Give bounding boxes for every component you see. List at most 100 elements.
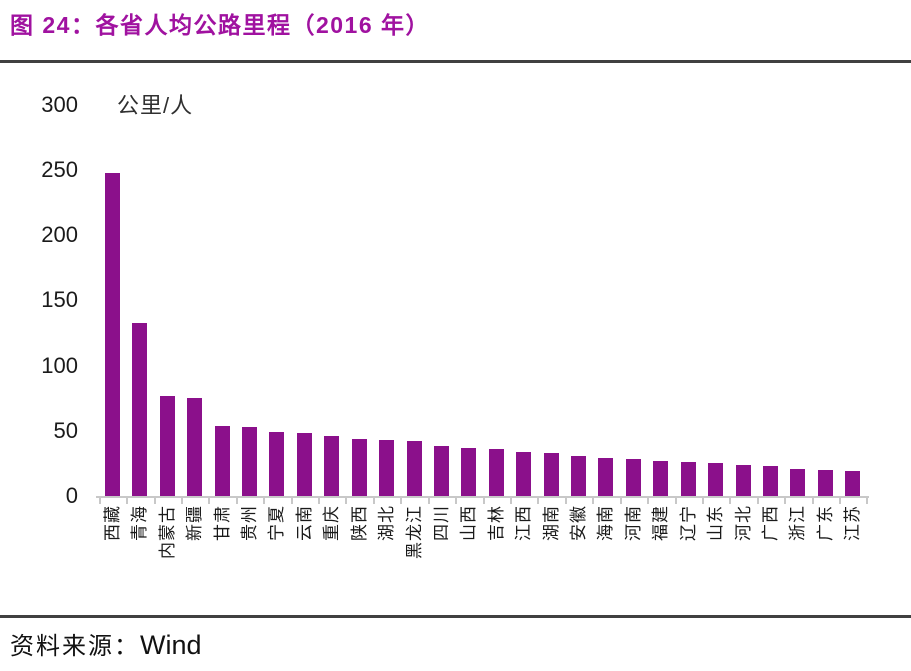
x-label-河南: 河南: [623, 505, 643, 541]
x-tick-mark: [126, 496, 129, 504]
x-tick-mark: [180, 496, 183, 504]
x-label-吉林: 吉林: [486, 505, 506, 541]
x-tick-mark: [208, 496, 211, 504]
y-tick-label: 50: [53, 417, 78, 443]
x-tick-mark: [564, 496, 567, 504]
x-label-黑龙江: 黑龙江: [404, 505, 424, 559]
y-tick-label: 150: [41, 287, 78, 313]
x-tick-mark: [345, 496, 348, 504]
x-tick-mark: [701, 496, 704, 504]
x-label-重庆: 重庆: [322, 505, 342, 541]
x-label-山西: 山西: [459, 505, 479, 541]
x-label-广东: 广东: [815, 505, 835, 541]
x-label-湖北: 湖北: [377, 505, 397, 541]
bar-辽宁: [680, 462, 696, 496]
bar-吉林: [488, 449, 504, 496]
x-tick-mark: [235, 496, 238, 504]
bar-河北: [735, 464, 751, 496]
x-label-江苏: 江苏: [843, 505, 863, 541]
bar-山西: [461, 447, 477, 496]
x-label-河北: 河北: [733, 505, 753, 541]
x-tick-mark: [619, 496, 622, 504]
bar-青海: [132, 322, 148, 496]
x-label-西藏: 西藏: [102, 505, 122, 541]
x-tick-mark: [482, 496, 485, 504]
x-tick-mark: [455, 496, 458, 504]
x-label-贵州: 贵州: [240, 505, 259, 541]
x-tick-mark: [839, 496, 842, 504]
bar-山东: [708, 463, 724, 496]
x-label-新疆: 新疆: [185, 505, 205, 541]
x-tick-mark: [263, 496, 266, 504]
bar-西藏: [104, 172, 120, 496]
bar-江西: [516, 451, 532, 496]
x-label-宁夏: 宁夏: [267, 505, 287, 541]
x-label-山东: 山东: [706, 505, 726, 541]
bar-新疆: [187, 398, 203, 496]
y-tick-label: 0: [65, 483, 78, 508]
x-label-陕西: 陕西: [349, 505, 369, 541]
bar-广西: [762, 466, 778, 496]
bar-湖北: [379, 439, 395, 496]
bar-浙江: [790, 468, 806, 496]
x-label-广西: 广西: [760, 505, 780, 541]
bar-宁夏: [269, 432, 285, 496]
x-label-青海: 青海: [130, 505, 150, 541]
bar-贵州: [242, 426, 257, 496]
bar-江苏: [845, 471, 861, 496]
bar-重庆: [324, 436, 340, 496]
bar-云南: [296, 433, 312, 496]
x-label-浙江: 浙江: [788, 505, 808, 541]
x-tick-mark: [537, 496, 540, 504]
x-tick-mark: [290, 496, 293, 504]
bar-广东: [817, 469, 833, 496]
figure-title: 图 24：各省人均公路里程（2016 年）: [10, 12, 431, 38]
x-label-湖南: 湖南: [541, 505, 561, 541]
x-tick-mark: [318, 496, 321, 504]
x-axis-line: [96, 496, 869, 498]
source-note: 资料来源：Wind: [10, 626, 202, 661]
source-value: Wind: [140, 630, 202, 660]
title-divider-line: [0, 60, 911, 63]
bar-陕西: [351, 438, 367, 496]
x-label-安徽: 安徽: [569, 505, 589, 541]
x-tick-mark: [153, 496, 156, 504]
x-tick-mark: [427, 496, 430, 504]
x-tick-mark: [647, 496, 650, 504]
source-label: 资料来源：: [10, 632, 140, 660]
x-tick-mark: [592, 496, 595, 504]
x-tick-mark: [756, 496, 759, 504]
x-label-云南: 云南: [294, 505, 314, 541]
bar-四川: [433, 446, 449, 496]
x-tick-mark: [372, 496, 375, 504]
x-tick-mark: [98, 496, 101, 504]
footer-divider-line: [0, 615, 911, 618]
x-tick-mark: [811, 496, 814, 504]
x-label-辽宁: 辽宁: [678, 505, 698, 541]
x-tick-mark: [509, 496, 512, 504]
x-label-福建: 福建: [651, 505, 671, 541]
x-label-四川: 四川: [431, 505, 451, 541]
y-tick-label: 200: [41, 222, 78, 248]
bar-海南: [598, 458, 614, 496]
bar-甘肃: [214, 425, 230, 496]
x-label-江西: 江西: [514, 505, 534, 541]
bar-内蒙古: [159, 395, 175, 496]
x-tick-mark: [784, 496, 787, 504]
x-tick-mark: [729, 496, 732, 504]
x-label-海南: 海南: [596, 505, 616, 541]
x-tick-mark: [400, 496, 403, 504]
x-tick-mark: [674, 496, 677, 504]
x-label-内蒙古: 内蒙古: [157, 505, 177, 559]
y-tick-label: 300: [41, 91, 78, 117]
y-tick-label: 250: [41, 157, 78, 182]
bar-河南: [625, 459, 641, 496]
x-tick-mark: [866, 496, 869, 504]
bar-湖南: [543, 452, 559, 496]
bar-黑龙江: [406, 441, 422, 496]
x-label-甘肃: 甘肃: [212, 505, 232, 541]
y-axis-unit-label: 公里/人: [117, 93, 194, 118]
bar-安徽: [571, 455, 587, 496]
y-tick-label: 100: [41, 352, 78, 378]
